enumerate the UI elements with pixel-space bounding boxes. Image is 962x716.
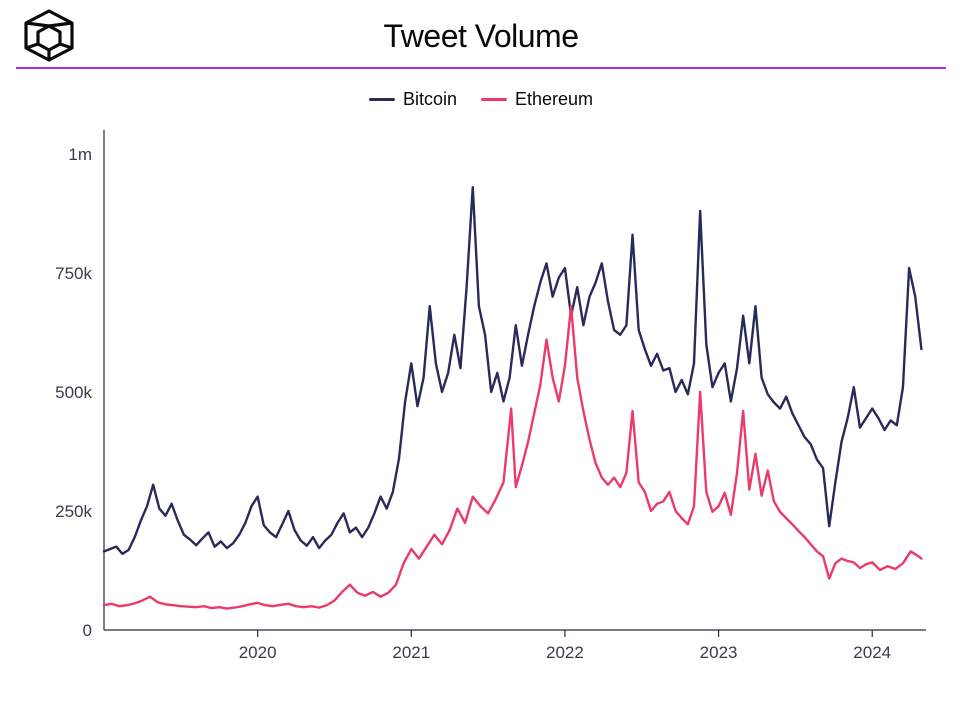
chart-container: Bitcoin Ethereum 0 250k 500k 750k 1m 2020 2021 2… bbox=[0, 69, 962, 680]
svg-text:2024: 2024 bbox=[853, 643, 891, 662]
svg-text:0: 0 bbox=[83, 621, 92, 640]
legend-label: Bitcoin bbox=[403, 89, 457, 110]
svg-text:2023: 2023 bbox=[700, 643, 738, 662]
tweet-volume-chart: 0 250k 500k 750k 1m 2020 2021 2022 2023 2024 bbox=[16, 120, 946, 680]
legend-item: Ethereum bbox=[481, 89, 593, 110]
svg-text:500k: 500k bbox=[55, 383, 92, 402]
svg-text:750k: 750k bbox=[55, 264, 92, 283]
svg-text:2022: 2022 bbox=[546, 643, 584, 662]
svg-text:2020: 2020 bbox=[239, 643, 277, 662]
svg-text:1m: 1m bbox=[68, 145, 92, 164]
logo-icon bbox=[20, 8, 78, 69]
svg-text:250k: 250k bbox=[55, 502, 92, 521]
legend-swatch bbox=[481, 98, 507, 102]
page-title: Tweet Volume bbox=[20, 18, 942, 55]
svg-text:2021: 2021 bbox=[392, 643, 430, 662]
legend-label: Ethereum bbox=[515, 89, 593, 110]
legend-item: Bitcoin bbox=[369, 89, 457, 110]
header: Tweet Volume bbox=[0, 0, 962, 67]
chart-legend: Bitcoin Ethereum bbox=[16, 89, 946, 110]
legend-swatch bbox=[369, 98, 395, 102]
